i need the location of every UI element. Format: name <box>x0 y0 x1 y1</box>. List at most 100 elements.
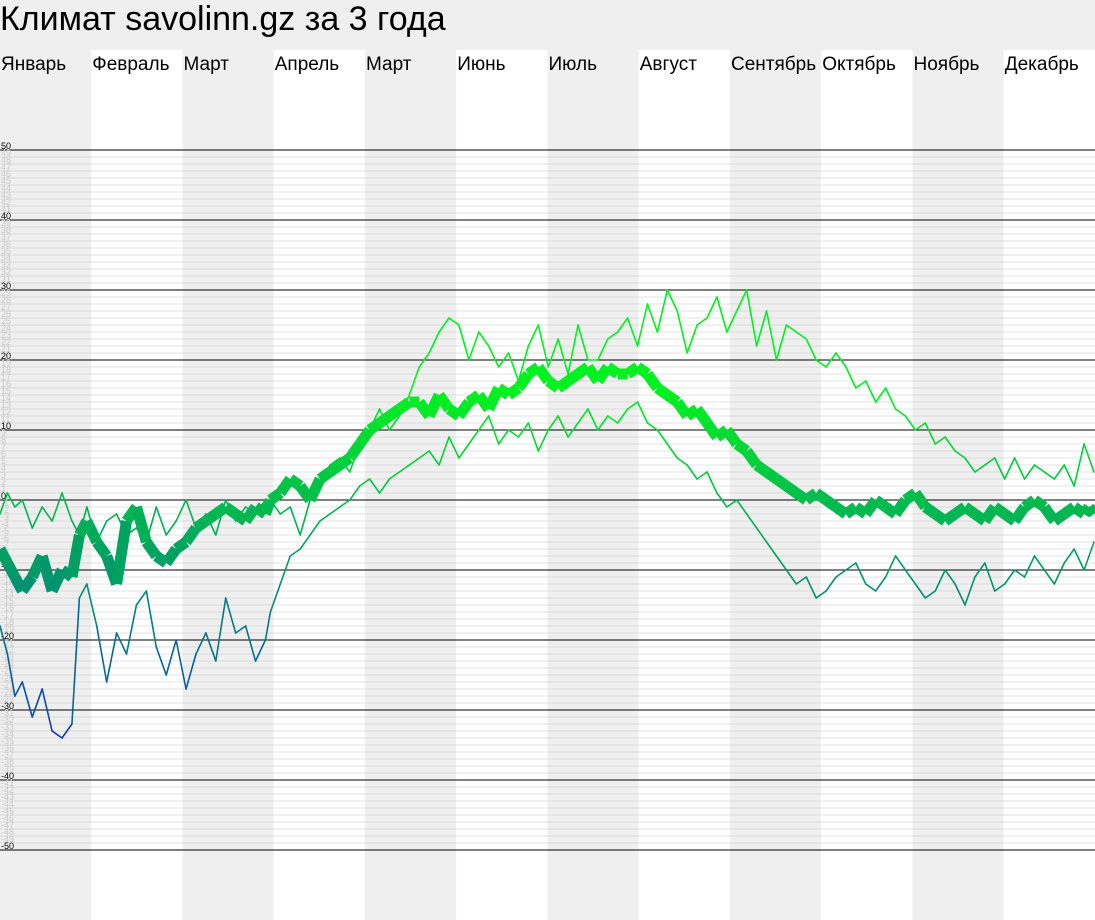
series-max-segment <box>606 331 619 340</box>
month-band <box>821 0 913 920</box>
series-mean-segment <box>1039 503 1059 525</box>
month-label: Ноябрь <box>914 54 980 75</box>
series-min-segment <box>616 408 629 424</box>
y-tick-label-major: 50 <box>1 141 11 151</box>
series-min-segment <box>125 604 138 655</box>
series-mean-segment <box>861 496 881 518</box>
series-min <box>0 401 1095 739</box>
series-max-segment <box>31 506 43 529</box>
series-min-segment <box>954 583 966 606</box>
series-max-segment <box>487 345 500 368</box>
series-min-segment <box>944 569 956 585</box>
y-tick-label-minor: 41 <box>1 204 11 214</box>
series-min-segment <box>735 499 748 515</box>
series-min-segment <box>974 562 986 578</box>
series-max-segment <box>805 338 817 361</box>
y-tick-label-minor: -3 <box>1 512 9 522</box>
series-mean-segment <box>713 425 731 442</box>
series-mean-segment <box>66 534 85 578</box>
series-lines <box>0 289 1095 739</box>
series-mean-segment <box>753 460 770 477</box>
series-mean-segment <box>111 520 132 585</box>
series-min-segment <box>388 471 401 480</box>
series-min-segment <box>984 562 996 592</box>
series-max-segment <box>864 380 877 403</box>
series-min-segment <box>696 471 708 480</box>
y-tick-label-minor: 25 <box>1 316 11 326</box>
y-tick-label-minor: 49 <box>1 148 11 158</box>
series-min-segment <box>785 569 798 585</box>
series-mean-segment <box>275 475 295 497</box>
month-band <box>273 0 365 920</box>
series-min-segment <box>656 429 669 445</box>
series-max-segment <box>165 520 177 536</box>
series-mean-segment <box>232 509 249 526</box>
y-tick-label-minor: 14 <box>1 393 11 403</box>
series-max-segment <box>507 352 520 382</box>
series-min-segment <box>716 492 728 508</box>
series-mean-segment <box>465 390 482 407</box>
y-tick-label-minor: 16 <box>1 379 11 389</box>
series-max-segment <box>815 359 827 368</box>
series-min-segment <box>874 576 887 592</box>
y-tick-label-minor: -49 <box>1 834 14 844</box>
series-max-segment <box>468 331 480 361</box>
series-min-segment <box>1033 555 1046 571</box>
month-label: Сентябрь <box>731 54 816 75</box>
series-min-segment <box>165 639 177 676</box>
series-min-segment <box>1013 569 1026 578</box>
series-min-segment <box>234 625 247 634</box>
series-mean-segment <box>376 411 393 428</box>
y-tick-label-minor: -38 <box>1 757 14 767</box>
series-mean-segment <box>260 498 276 516</box>
series-max-segment <box>1013 457 1026 480</box>
y-tick-label-minor: -18 <box>1 617 14 627</box>
series-mean-segment <box>222 502 239 519</box>
y-tick-label-minor: -21 <box>1 638 14 648</box>
chart-title: Климат savolinn.gz за 3 года <box>0 0 446 38</box>
month-band <box>91 0 183 920</box>
series-mean-segment <box>793 488 810 505</box>
series-min-segment <box>428 450 440 466</box>
series-min-segment <box>606 415 619 424</box>
series-min-segment <box>964 576 976 606</box>
series-min-segment <box>195 632 207 655</box>
series-min-segment <box>884 555 897 578</box>
series-max-segment <box>597 338 609 361</box>
series-mean-segment <box>722 426 742 448</box>
series-max-segment <box>547 338 559 368</box>
series-min-segment <box>368 478 381 494</box>
series-max-segment <box>537 324 550 368</box>
series-mean-segment <box>882 502 899 519</box>
series-max-segment <box>14 499 24 508</box>
y-tick-label-minor: 38 <box>1 225 11 235</box>
series-min-segment <box>1083 555 1090 571</box>
series-min-segment <box>894 555 907 571</box>
series-min-segment <box>537 429 550 452</box>
series-min-segment <box>41 688 53 732</box>
series-min-segment <box>348 485 361 501</box>
y-tick-label-major: 20 <box>1 351 11 361</box>
y-tick-label-minor: 2 <box>1 477 6 487</box>
series-mean-segment <box>822 495 840 512</box>
series-mean <box>0 362 1095 595</box>
y-tick-label-minor: 28 <box>1 295 11 305</box>
series-min-segment <box>825 576 837 592</box>
series-min-segment <box>1063 548 1075 564</box>
y-tick-label-minor: -24 <box>1 659 14 669</box>
y-tick-label-minor: -34 <box>1 729 14 739</box>
y-tick-label-minor: 11 <box>1 414 10 424</box>
series-max-segment <box>874 387 887 403</box>
y-tick-label-minor: 33 <box>1 260 11 270</box>
series-mean-segment <box>202 509 219 526</box>
series-min-segment <box>924 590 937 599</box>
y-tick-label-minor: -13 <box>1 582 14 592</box>
series-max-segment <box>1053 464 1066 480</box>
y-tick-label-minor: -44 <box>1 799 14 809</box>
series-min-segment <box>686 464 698 480</box>
series-max-segment <box>1063 464 1075 487</box>
series-max-segment <box>41 506 53 522</box>
y-tick-label-minor: -43 <box>1 792 14 802</box>
series-mean-segment <box>153 551 170 568</box>
series-mean-segment <box>1070 502 1088 519</box>
